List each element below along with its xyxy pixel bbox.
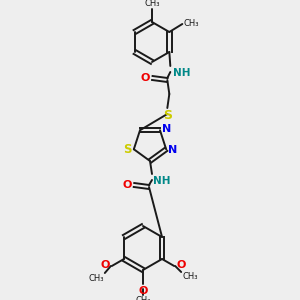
Text: O: O: [123, 180, 132, 190]
Text: NH: NH: [153, 176, 170, 186]
Text: CH₃: CH₃: [144, 0, 160, 8]
Text: N: N: [168, 145, 177, 155]
Text: O: O: [100, 260, 110, 270]
Text: N: N: [162, 124, 171, 134]
Text: CH₃: CH₃: [183, 20, 199, 28]
Text: CH₃: CH₃: [88, 274, 104, 283]
Text: O: O: [141, 73, 150, 83]
Text: O: O: [176, 260, 186, 270]
Text: O: O: [138, 286, 148, 296]
Text: CH₃: CH₃: [182, 272, 198, 281]
Text: NH: NH: [173, 68, 191, 78]
Text: S: S: [163, 109, 172, 122]
Text: S: S: [123, 143, 132, 156]
Text: CH₃: CH₃: [135, 296, 151, 300]
